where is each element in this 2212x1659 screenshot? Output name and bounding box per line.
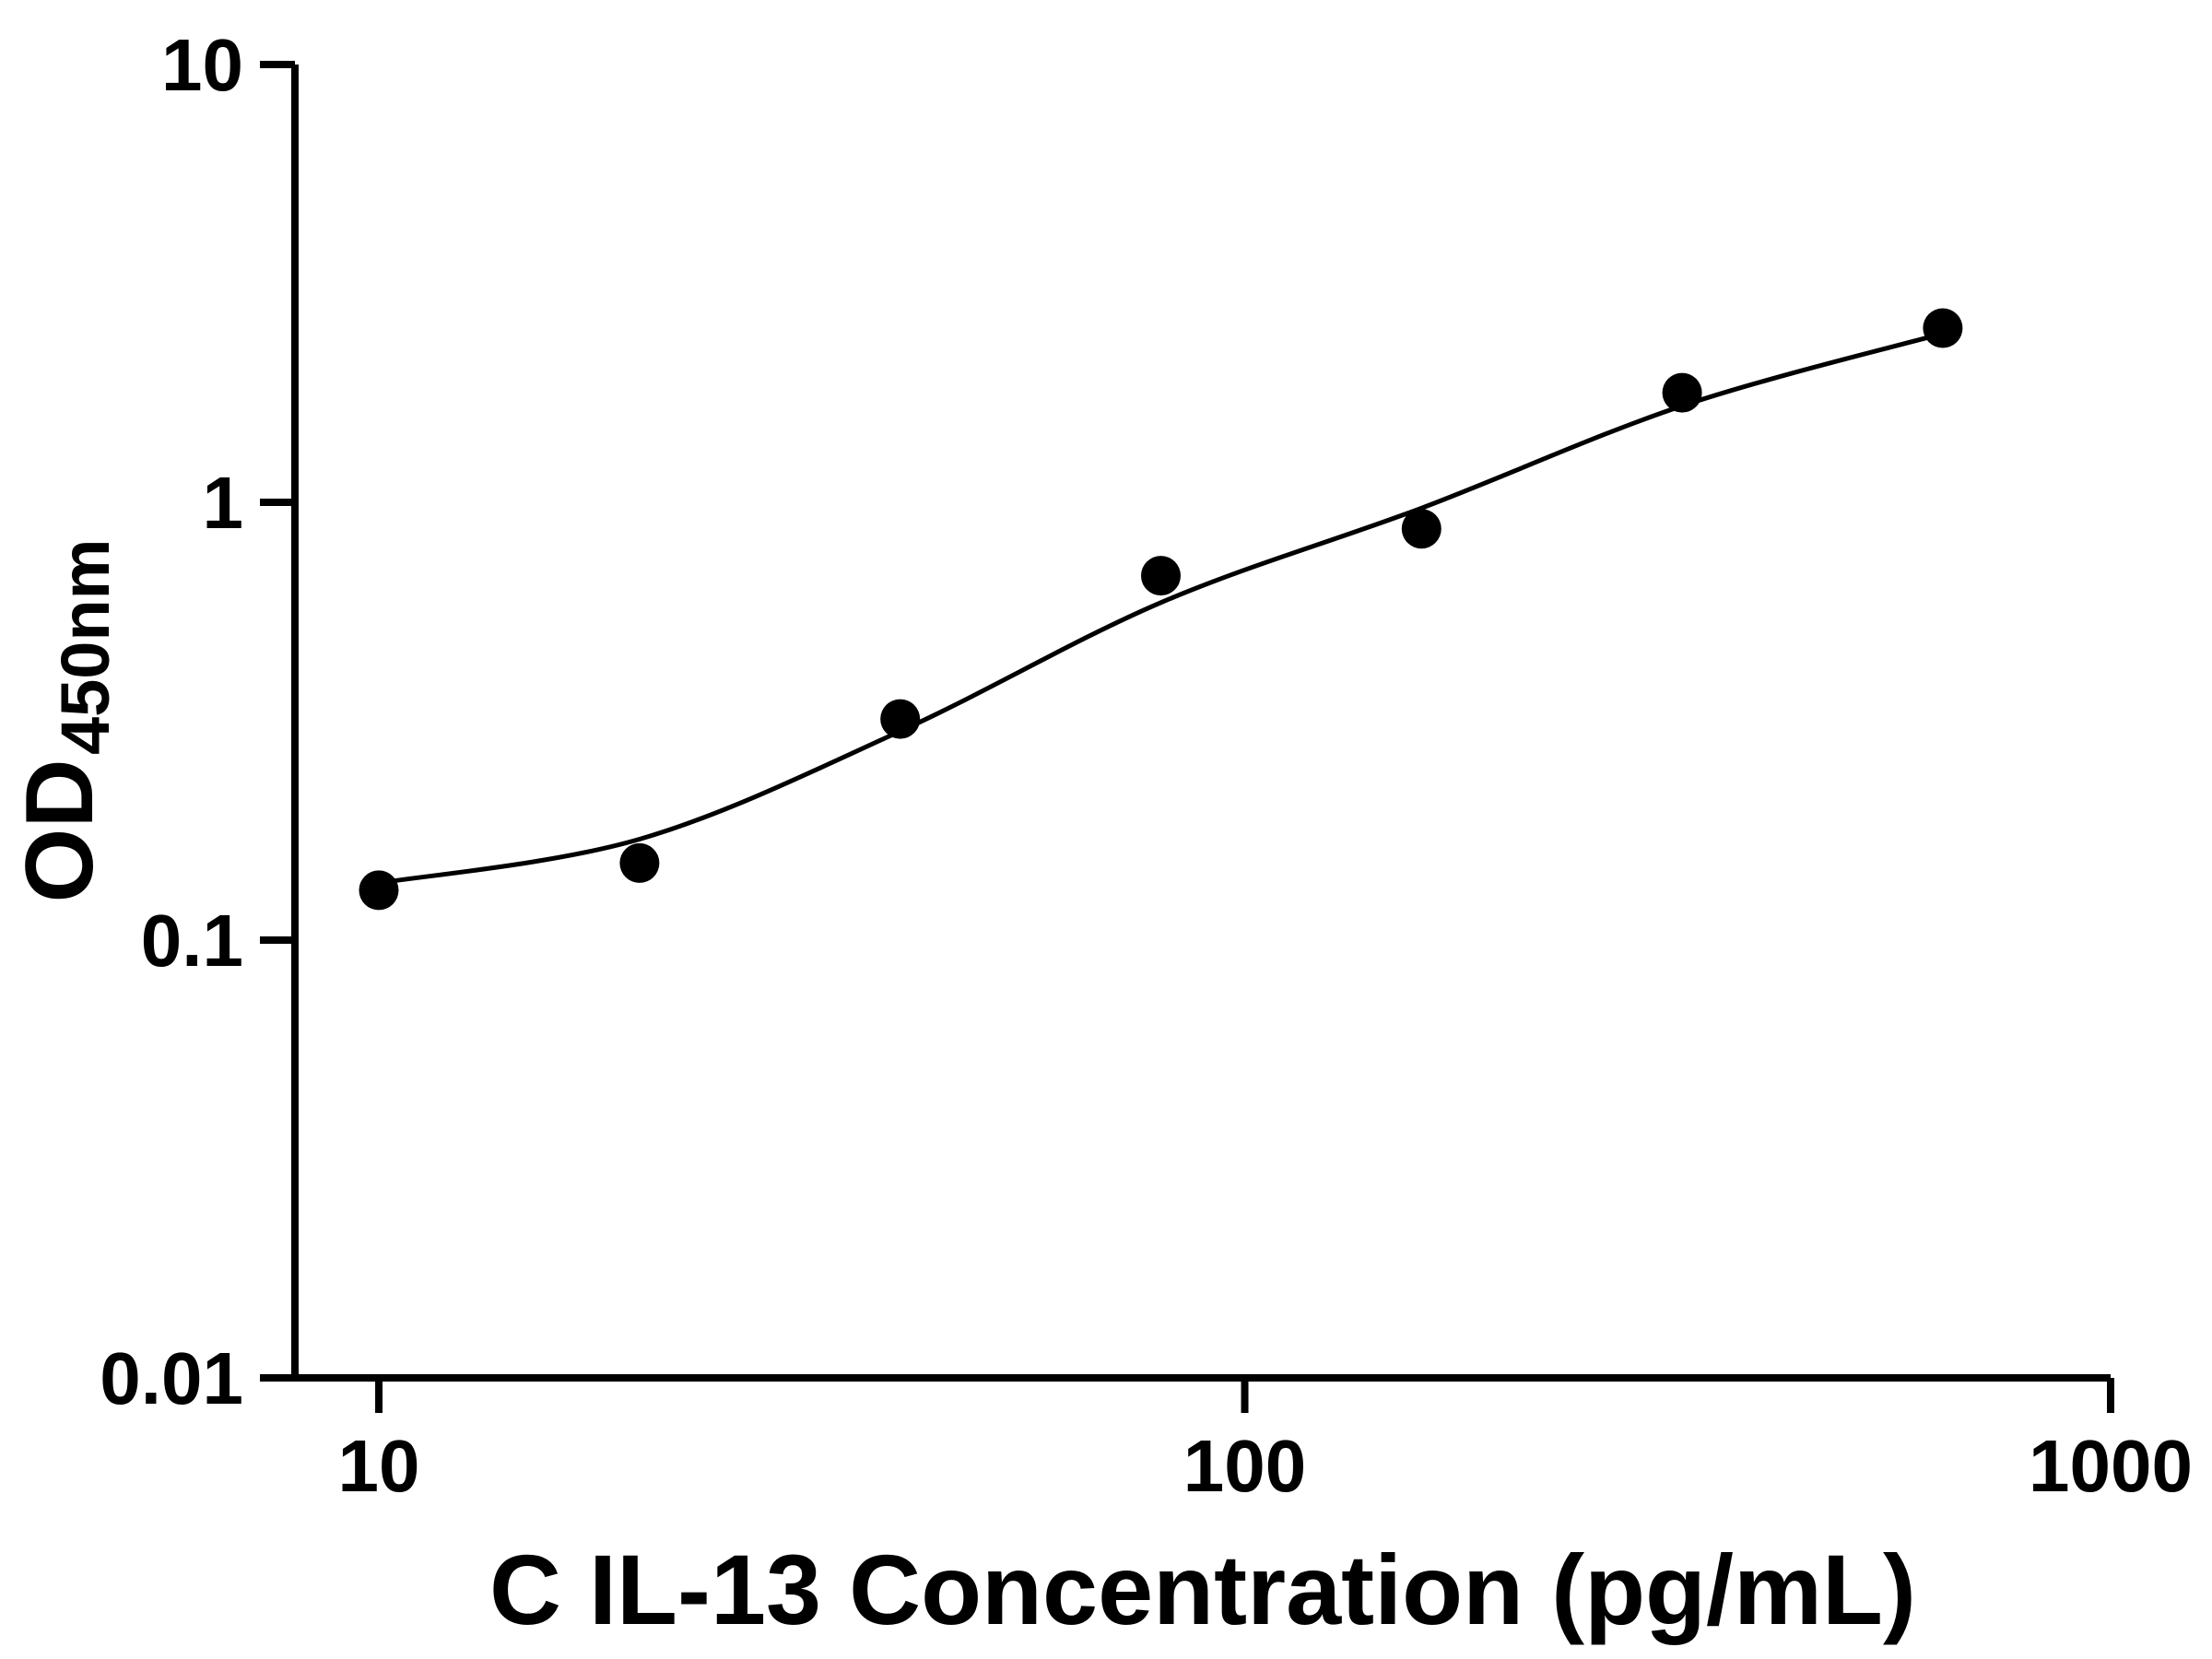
data-point (359, 870, 399, 911)
fit-curve-path (378, 331, 1944, 886)
y-tick-label: 1 (203, 462, 244, 544)
data-point (1141, 556, 1181, 596)
x-tick-label: 100 (1183, 1425, 1306, 1507)
axis-tick-labels: 10 100 1000 10 1 0.1 0.01 (100, 24, 2193, 1507)
y-tick-label: 0.01 (100, 1337, 243, 1419)
axis-ticks (260, 61, 2114, 1413)
data-point (1662, 372, 1702, 413)
y-tick-label: 10 (161, 24, 243, 106)
y-tick-label: 0.1 (141, 900, 243, 982)
data-points (359, 308, 1963, 911)
y-axis-label-main: OD (6, 759, 113, 902)
fit-curve-line (378, 331, 1944, 886)
x-tick-label: 1000 (2029, 1425, 2193, 1507)
x-axis-label: C IL-13 Concentration (pg/mL) (489, 1534, 1916, 1645)
x-tick-label: 10 (338, 1425, 420, 1507)
axes (291, 65, 2111, 1382)
data-point (619, 842, 660, 883)
data-point (1923, 308, 1963, 348)
data-point (1401, 509, 1441, 549)
axis-lines (291, 65, 2111, 1382)
data-point (880, 699, 921, 739)
y-axis-label: OD 450nm (6, 539, 124, 903)
y-axis-label-subscript: 450nm (47, 539, 124, 755)
